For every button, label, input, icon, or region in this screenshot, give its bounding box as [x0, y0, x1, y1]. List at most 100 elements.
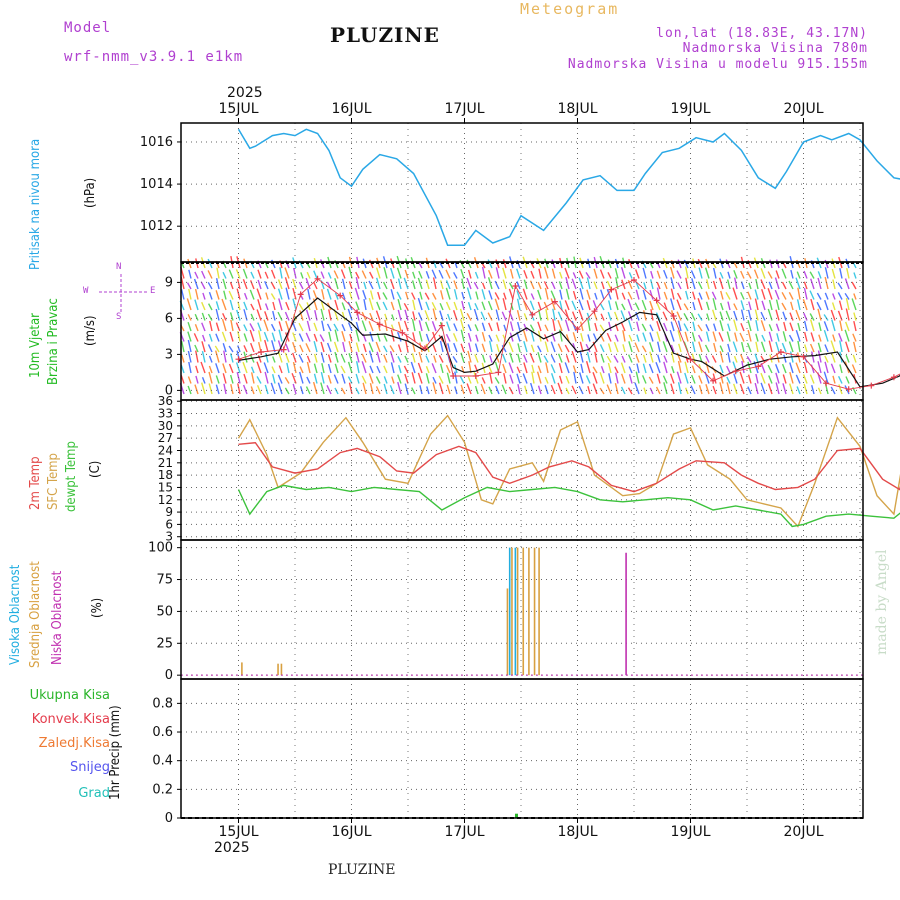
wind-barb: [419, 291, 423, 300]
wind-barb: [712, 267, 717, 279]
wind-barb: [662, 375, 668, 384]
wind-barb: [397, 331, 402, 342]
wind-barb: [614, 382, 619, 395]
wind-barb: [508, 288, 514, 300]
wind-barb: [411, 319, 416, 332]
wind-barb: [341, 278, 346, 290]
wind-barb: [705, 355, 710, 363]
wind-barb: [656, 281, 661, 290]
wind-barb: [229, 281, 234, 290]
wind-barb: [355, 387, 360, 395]
wind-barb: [719, 345, 724, 353]
wind-barb: [487, 259, 493, 269]
wind-barb: [403, 277, 409, 290]
wind-barb: [207, 303, 213, 311]
date-label-top: 17JUL: [445, 101, 485, 117]
wind-barb: [698, 375, 703, 384]
wind-barb: [292, 278, 297, 290]
wind-barb: [578, 309, 584, 321]
wind-barb: [713, 342, 717, 353]
wind-barb: [236, 288, 241, 300]
wind-barb: [537, 365, 542, 374]
wind-barb: [851, 298, 857, 311]
wind-barb: [839, 340, 843, 353]
wind-barb: [768, 331, 773, 342]
wind-barb: [361, 361, 367, 374]
wind-barb: [795, 277, 801, 290]
y-tick-label: 6: [165, 517, 173, 531]
wind-barb: [256, 361, 262, 374]
wind-barb: [375, 267, 381, 279]
wind-barb: [460, 384, 465, 395]
wind-barb: [284, 311, 290, 321]
wind-barb: [200, 281, 206, 290]
wind-barb: [685, 277, 689, 290]
wind-barb: [201, 312, 206, 321]
wind-barb: [257, 279, 262, 290]
wind-barb: [691, 341, 696, 353]
wind-barb: [445, 301, 451, 311]
wind-barb: [474, 354, 479, 363]
wind-barb: [439, 302, 444, 311]
wind-barb: [264, 339, 269, 353]
gust-marker: [710, 377, 717, 384]
wind-barb: [474, 364, 479, 374]
wind-barb: [461, 300, 465, 311]
wind-barb: [349, 333, 353, 342]
wind-barb: [223, 383, 227, 395]
wind-barb: [509, 321, 514, 332]
wind-barb: [670, 351, 675, 363]
compass-north: N: [116, 262, 122, 272]
wind-barb: [571, 385, 577, 395]
wind-barb: [544, 341, 549, 353]
wind-barb: [272, 301, 276, 311]
wind-barb: [433, 355, 437, 363]
wind-barb: [481, 343, 486, 353]
wind-barb: [684, 266, 689, 279]
dew-temp-line: [237, 484, 900, 528]
wind-barb: [649, 300, 654, 311]
wind-barb: [215, 290, 220, 300]
wind-barb: [368, 297, 374, 311]
wind-barb: [222, 363, 227, 374]
wind-barb: [719, 351, 724, 363]
wind-barb: [697, 258, 703, 269]
wind-barb: [606, 384, 612, 395]
wind-barb: [438, 261, 444, 269]
y-tick-label: 0.8: [152, 696, 173, 711]
wind-barb: [277, 374, 283, 384]
wind-barb: [432, 277, 437, 290]
wind-barb: [774, 289, 780, 300]
wind-barb: [396, 291, 402, 300]
wind-barb: [405, 340, 409, 353]
wind-barb: [305, 343, 311, 353]
wind-barb: [509, 268, 514, 279]
wind-barb: [250, 372, 255, 384]
wind-barb: [727, 301, 731, 311]
wind-barb: [390, 329, 395, 342]
wind-barb: [523, 313, 528, 321]
wind-barb: [222, 373, 227, 384]
wind-barb: [383, 383, 388, 395]
wind-barb: [719, 271, 724, 279]
wind-barb: [228, 345, 234, 353]
wind-barb: [754, 382, 759, 395]
wind-barb: [460, 319, 465, 332]
wind-barb: [642, 354, 647, 363]
wind-barb: [517, 321, 521, 332]
wind-barb: [307, 288, 311, 300]
wind-barb: [656, 302, 661, 311]
wind-barb: [327, 374, 332, 384]
wind-barb: [627, 298, 633, 311]
wind-barb: [781, 363, 787, 374]
wind-barb: [502, 259, 507, 269]
wind-barb: [510, 302, 514, 311]
wind-barb: [663, 361, 668, 374]
wind-barb: [543, 301, 549, 311]
wind-barb: [300, 272, 304, 279]
gust-marker: [755, 363, 762, 370]
wind-barb: [550, 290, 556, 300]
wind-barb: [277, 288, 283, 300]
wind-barb: [383, 354, 388, 363]
wind-barb: [649, 324, 654, 332]
